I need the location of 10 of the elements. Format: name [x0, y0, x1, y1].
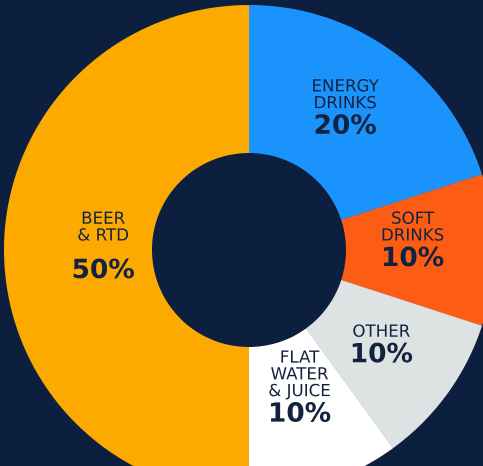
data-label: 50% — [74, 258, 134, 278]
slice-label: BEER & RTD — [78, 212, 128, 241]
data-label: 10% — [270, 402, 330, 422]
data-label: 10% — [352, 342, 412, 363]
data-label: 20% — [316, 114, 376, 134]
data-label: 10% — [384, 246, 444, 266]
slice-label: SOFT DRINKS — [382, 211, 444, 241]
slice-label: ENERGY DRINKS — [313, 79, 379, 108]
slice-label: FLAT WATER & JUICE — [269, 350, 330, 400]
slice-label: OTHER — [353, 324, 410, 337]
